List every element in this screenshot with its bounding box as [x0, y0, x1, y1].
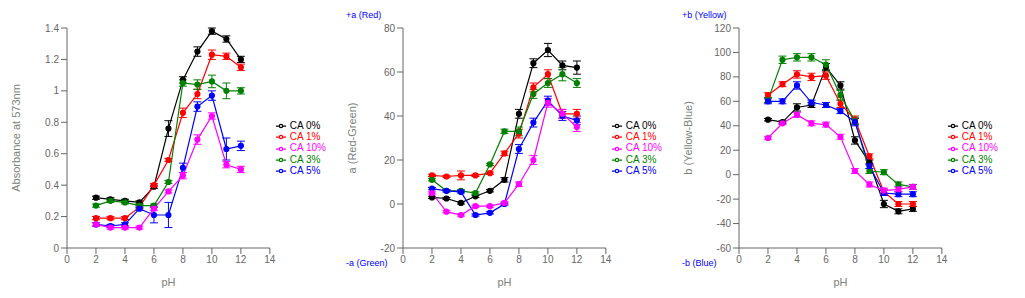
svg-text:-60: -60: [717, 243, 732, 254]
svg-text:8: 8: [516, 254, 522, 265]
svg-text:12: 12: [907, 254, 919, 265]
svg-text:0: 0: [53, 243, 59, 254]
svg-text:12: 12: [571, 254, 583, 265]
svg-text:10: 10: [878, 254, 890, 265]
html-text:CA 10%: CA 10%: [289, 142, 326, 154]
html-text:CA 3%: CA 3%: [289, 153, 321, 165]
svg-text:120: 120: [714, 23, 731, 34]
svg-text:6: 6: [823, 254, 829, 265]
svg-text:pH: pH: [833, 276, 847, 288]
html-text:CA 5%: CA 5%: [289, 165, 321, 176]
svg-text:10: 10: [206, 254, 218, 265]
html-text:CA 0%: CA 0%: [625, 119, 657, 131]
svg-text:0: 0: [725, 169, 731, 180]
svg-text:10: 10: [542, 254, 554, 265]
svg-text:2: 2: [429, 254, 435, 265]
html-text:CA 5%: CA 5%: [625, 165, 657, 176]
svg-text:60: 60: [720, 96, 732, 107]
svg-text:20: 20: [384, 155, 396, 166]
svg-text:1: 1: [53, 85, 59, 96]
svg-text:0: 0: [400, 254, 406, 265]
svg-text:b (Yellow-Blue): b (Yellow-Blue): [682, 101, 694, 175]
html-text:+b (Yellow): +b (Yellow): [682, 10, 727, 20]
html-text:CA 1%: CA 1%: [961, 131, 993, 142]
svg-text:6: 6: [487, 254, 493, 265]
svg-text:14: 14: [264, 254, 276, 265]
svg-text:14: 14: [936, 254, 948, 265]
svg-text:0: 0: [389, 199, 395, 210]
svg-text:Absorbance at 573nm: Absorbance at 573nm: [10, 84, 22, 192]
svg-text:0.6: 0.6: [45, 148, 59, 159]
svg-text:0.2: 0.2: [45, 211, 59, 222]
svg-text:100: 100: [714, 47, 731, 58]
svg-text:2: 2: [93, 254, 99, 265]
svg-text:-20: -20: [381, 243, 396, 254]
svg-text:1.4: 1.4: [45, 23, 59, 34]
html-text:CA 10%: CA 10%: [961, 142, 998, 154]
svg-text:-20: -20: [717, 194, 732, 205]
svg-text:pH: pH: [497, 276, 511, 288]
svg-text:0: 0: [736, 254, 742, 265]
svg-text:60: 60: [384, 67, 396, 78]
svg-text:40: 40: [720, 120, 732, 131]
svg-text:0.4: 0.4: [45, 180, 59, 191]
svg-text:14: 14: [600, 254, 612, 265]
html-text:+a (Red): +a (Red): [346, 10, 382, 20]
html-text:CA 1%: CA 1%: [625, 131, 657, 142]
html-text:CA 0%: CA 0%: [289, 119, 321, 131]
svg-text:2: 2: [765, 254, 771, 265]
svg-text:0.8: 0.8: [45, 117, 59, 128]
html-text:CA 5%: CA 5%: [961, 165, 993, 176]
svg-text:0: 0: [64, 254, 70, 265]
html-text:-a (Green): -a (Green): [346, 258, 388, 268]
svg-text:6: 6: [151, 254, 157, 265]
html-text:CA 3%: CA 3%: [961, 153, 993, 165]
svg-text:pH: pH: [161, 276, 175, 288]
svg-text:80: 80: [720, 71, 732, 82]
svg-text:1.2: 1.2: [45, 54, 59, 65]
svg-text:4: 4: [794, 254, 800, 265]
svg-text:a (Red-Green): a (Red-Green): [346, 103, 358, 174]
svg-text:4: 4: [458, 254, 464, 265]
svg-text:8: 8: [852, 254, 858, 265]
svg-text:20: 20: [720, 145, 732, 156]
svg-text:80: 80: [384, 23, 396, 34]
html-text:-b (Blue): -b (Blue): [682, 258, 717, 268]
svg-text:40: 40: [384, 111, 396, 122]
html-text:CA 1%: CA 1%: [289, 131, 321, 142]
svg-text:-40: -40: [717, 218, 732, 229]
svg-text:4: 4: [122, 254, 128, 265]
svg-text:12: 12: [235, 254, 247, 265]
svg-text:8: 8: [180, 254, 186, 265]
html-text:CA 0%: CA 0%: [961, 119, 993, 131]
html-text:CA 3%: CA 3%: [625, 153, 657, 165]
html-text:CA 10%: CA 10%: [625, 142, 662, 154]
